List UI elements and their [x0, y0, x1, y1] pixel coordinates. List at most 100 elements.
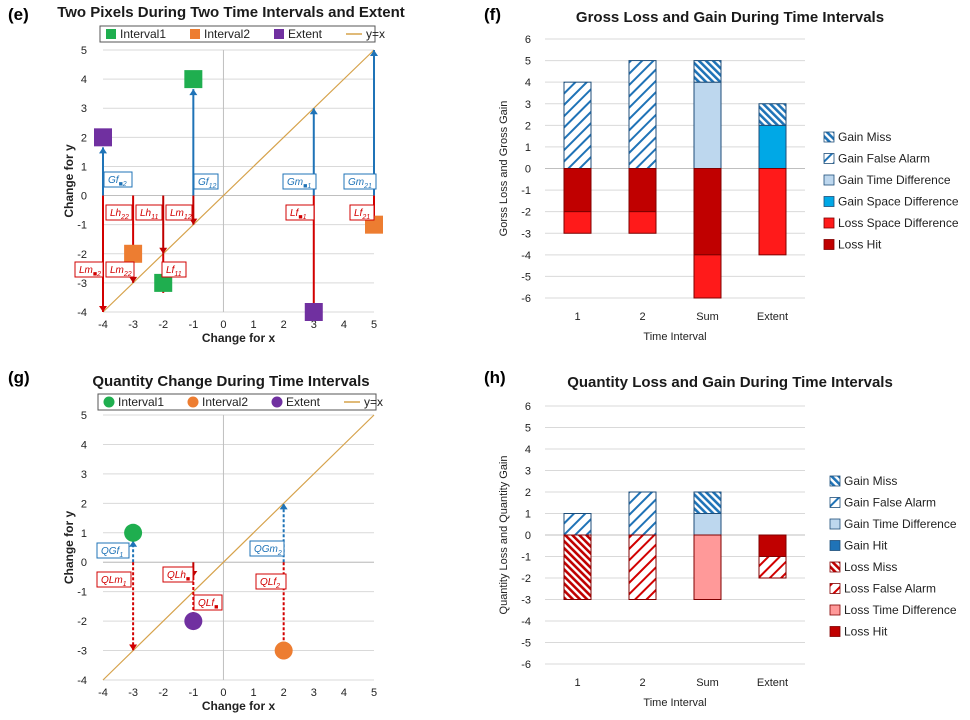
- annotation-label: QGf1: [96, 542, 130, 559]
- annotation-main: Gm: [287, 177, 303, 188]
- annotation-text: Gm21: [348, 177, 372, 190]
- legend-swatch: [829, 475, 841, 487]
- y-axis-title: Change for y: [62, 511, 76, 585]
- annotation-label: Lf21: [349, 204, 375, 221]
- bar-segment: [693, 60, 722, 83]
- legend-item: Loss False Alarm: [844, 582, 936, 596]
- y-tick-label: -2: [521, 573, 531, 585]
- annotation-text: Lm■2: [79, 265, 101, 278]
- bar-segment: [628, 211, 657, 234]
- legend-swatch: [829, 540, 841, 551]
- data-point: [274, 641, 293, 660]
- y-axis-title: Gorss Loss and Gross Gain: [498, 101, 510, 237]
- legend-swatch: [829, 497, 841, 508]
- x-tick-label: 1: [250, 319, 256, 331]
- annotation-main: QLf: [198, 598, 215, 609]
- loss-arrow-head: [159, 247, 168, 254]
- gain-arrow-head: [129, 540, 138, 547]
- legend-item: Loss Hit: [844, 625, 888, 639]
- annotation-label: Lm■2: [74, 261, 104, 278]
- y-tick-label: -3: [521, 228, 531, 240]
- annotation-text: Lm12: [170, 208, 192, 221]
- y-tick-label: 1: [81, 161, 87, 173]
- data-point: [154, 273, 173, 292]
- annotation-label: Gf12: [193, 173, 219, 190]
- annotation-text: Gm■1: [287, 177, 311, 190]
- annotation-label: QLf2: [255, 573, 287, 590]
- annotation-main: QLh: [167, 570, 186, 581]
- chart-title: Quantity Loss and Gain During Time Inter…: [567, 374, 893, 391]
- annotation-box: [193, 594, 223, 611]
- legend-item: Extent: [288, 27, 323, 41]
- annotation-text: Lh11: [140, 208, 158, 221]
- x-tick-label: 4: [341, 687, 347, 699]
- x-tick-label: 1: [574, 677, 580, 689]
- x-tick-label: -2: [158, 687, 168, 699]
- y-tick-label: 3: [81, 103, 87, 115]
- annotation-sub: ■2: [119, 181, 127, 188]
- bar-segment: [758, 534, 787, 557]
- annotation-label: Lm22: [105, 261, 135, 278]
- annotation-main: QLm: [101, 575, 123, 586]
- loss-arrow-head: [129, 644, 138, 651]
- annotation-box: [96, 571, 132, 588]
- y-tick-label: 1: [525, 142, 531, 154]
- x-tick-label: Sum: [696, 677, 719, 689]
- y-tick-label: -4: [521, 616, 531, 628]
- y-tick-label: 2: [525, 120, 531, 132]
- annotation-sub: ■: [214, 604, 218, 611]
- x-tick-label: 3: [311, 687, 317, 699]
- x-tick-label: Sum: [696, 311, 719, 323]
- annotation-main: QGf: [101, 546, 121, 557]
- bar-segment: [693, 534, 722, 600]
- annotation-text: Lm22: [110, 265, 132, 278]
- legend-swatch: [823, 239, 835, 250]
- legend-item: Loss Time Difference: [844, 603, 957, 617]
- loss-arrow-head: [99, 306, 107, 312]
- x-tick-label: -3: [128, 687, 138, 699]
- y-tick-label: 1: [525, 509, 531, 521]
- bar-segment: [563, 211, 592, 234]
- bar-segment: [758, 124, 787, 170]
- x-axis-title: Time Interval: [643, 697, 706, 709]
- panel-f: (f) Gross Loss and Gain During Time Inter…: [484, 5, 959, 343]
- y-axis-title: Change for y: [62, 144, 76, 218]
- y-tick-label: 4: [525, 77, 531, 89]
- y-tick-label: 3: [525, 466, 531, 478]
- y-tick-label: -3: [521, 595, 531, 607]
- x-tick-label: -4: [98, 687, 108, 699]
- legend-swatch: [190, 29, 200, 39]
- legend-swatch: [823, 153, 835, 164]
- x-tick-label: 2: [281, 687, 287, 699]
- annotation-box: [282, 173, 317, 190]
- data-point: [184, 70, 203, 89]
- bar-segment: [628, 168, 657, 213]
- bar-segment: [758, 556, 787, 579]
- y-tick-label: -4: [77, 675, 87, 687]
- panel-label: (h): [484, 368, 506, 387]
- gain-arrow-head: [370, 50, 378, 56]
- y-tick-label: 4: [525, 444, 531, 456]
- y-tick-label: 4: [81, 74, 87, 86]
- x-tick-label: 2: [639, 677, 645, 689]
- x-tick-label: 4: [341, 319, 347, 331]
- y-tick-label: 5: [525, 56, 531, 68]
- annotation-sub: 2: [275, 583, 280, 590]
- y-tick-label: 6: [525, 34, 531, 46]
- x-axis-title: Time Interval: [643, 331, 706, 343]
- legend-swatch: [829, 626, 841, 637]
- legend-item: Gain Time Difference: [838, 173, 951, 187]
- annotation-main: Lh: [140, 208, 152, 219]
- bar-segment: [693, 81, 722, 169]
- legend-item: Gain False Alarm: [838, 152, 930, 166]
- x-tick-label: 3: [311, 319, 317, 331]
- bar-segment: [563, 168, 592, 213]
- legend-item: Gain Miss: [838, 130, 891, 144]
- y-tick-label: 2: [81, 498, 87, 510]
- y-tick-label: -6: [521, 293, 531, 305]
- legend-item: Interval2: [204, 27, 250, 41]
- legend-item: Gain Hit: [844, 539, 888, 553]
- x-tick-label: 5: [371, 687, 377, 699]
- annotation-sub: ■1: [298, 214, 306, 221]
- data-point: [94, 128, 112, 147]
